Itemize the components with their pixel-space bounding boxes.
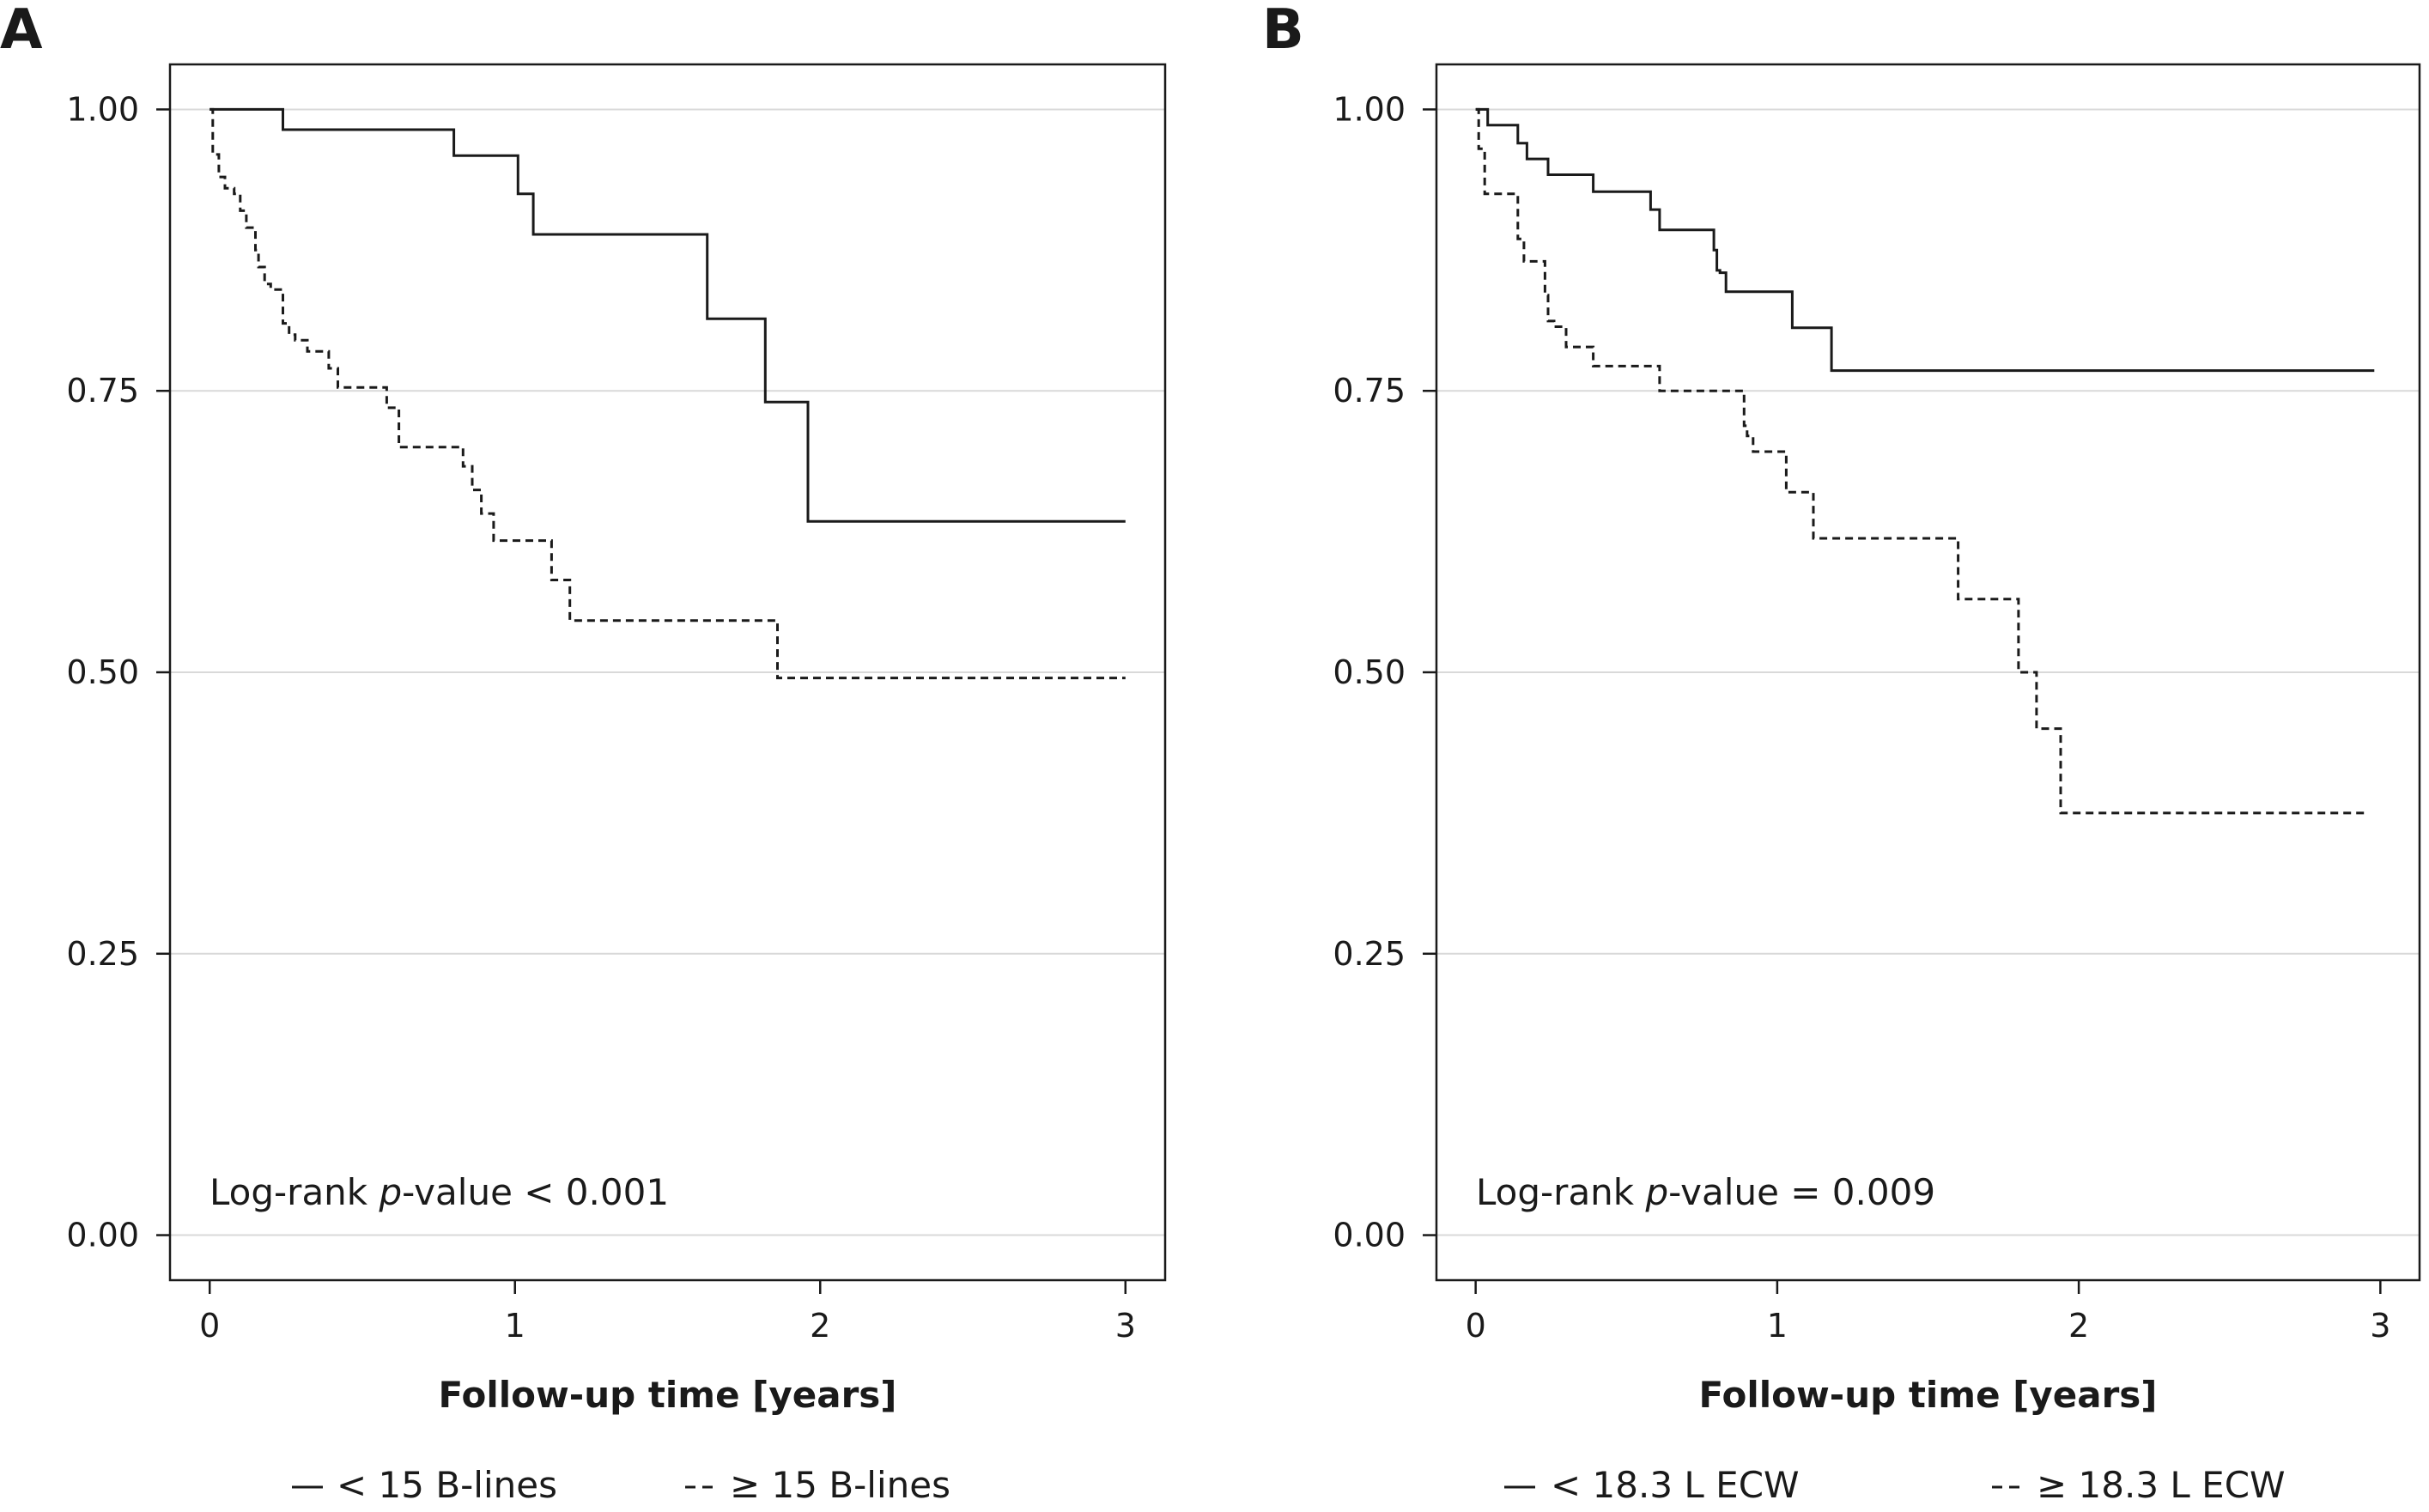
panel-a-x-tick-label: 1: [505, 1307, 525, 1345]
panel-b-y-tick-label: 0.25: [1333, 935, 1406, 973]
panel-a-letter: A: [0, 0, 43, 62]
panel-a-series-dashed-curve: [210, 107, 1126, 680]
panel-a-x-tick-label: 3: [1115, 1307, 1136, 1345]
panel-b-legend-label: ≥ 18.3 L ECW: [2037, 1464, 2286, 1506]
panel-a-x-tick-label: 0: [199, 1307, 220, 1345]
panel-b-y-tick-label: 0.75: [1333, 372, 1406, 410]
panel-b-y-tick-label: 1.00: [1333, 90, 1406, 128]
panel-b-x-axis-title: Follow-up time [years]: [1699, 1374, 2158, 1416]
panel-a-y-tick-label: 0.25: [66, 935, 139, 973]
panel-a-logrank-annotation: Log-rank p-value < 0.001: [210, 1171, 669, 1213]
panel-a-series-solid-curve: [210, 107, 1126, 523]
panel-a-legend-label: ≥ 15 B-lines: [730, 1464, 950, 1506]
panel-a: A 0.00 0.25 0.50 0.75 1.00 0 1 2 3 Follow-up time …: [0, 0, 1167, 1506]
panel-a-y-tick-label: 0.75: [66, 372, 139, 410]
panel-b-logrank-annotation: Log-rank p-value = 0.009: [1476, 1171, 1935, 1213]
panel-b-legend-label: < 18.3 L ECW: [1551, 1464, 1800, 1506]
panel-b: B 0.00 0.25 0.50 0.75 1.00 0 1 2 3 Follow-up time …: [1262, 0, 2421, 1506]
panel-b-letter: B: [1262, 0, 1304, 62]
panel-b-series-solid-curve: [1475, 107, 2375, 373]
panel-b-x-tick-label: 3: [2370, 1307, 2390, 1345]
panel-a-legend-label: < 15 B-lines: [337, 1464, 557, 1506]
panel-a-y-tick-label: 0.50: [66, 653, 139, 691]
panel-a-x-tick-label: 2: [810, 1307, 830, 1345]
panel-a-y-tick-label: 1.00: [66, 90, 139, 128]
panel-b-y-tick-label: 0.00: [1333, 1217, 1406, 1254]
panel-a-y-tick-label: 0.00: [66, 1217, 139, 1254]
panel-b-y-tick-label: 0.50: [1333, 653, 1406, 691]
panel-a-x-axis-title: Follow-up time [years]: [439, 1374, 897, 1416]
panel-b-series-dashed-curve: [1475, 107, 2365, 815]
panel-b-x-tick-label: 1: [1767, 1307, 1788, 1345]
panel-b-x-tick-label: 2: [2068, 1307, 2089, 1345]
panel-b-x-tick-label: 0: [1466, 1307, 1486, 1345]
